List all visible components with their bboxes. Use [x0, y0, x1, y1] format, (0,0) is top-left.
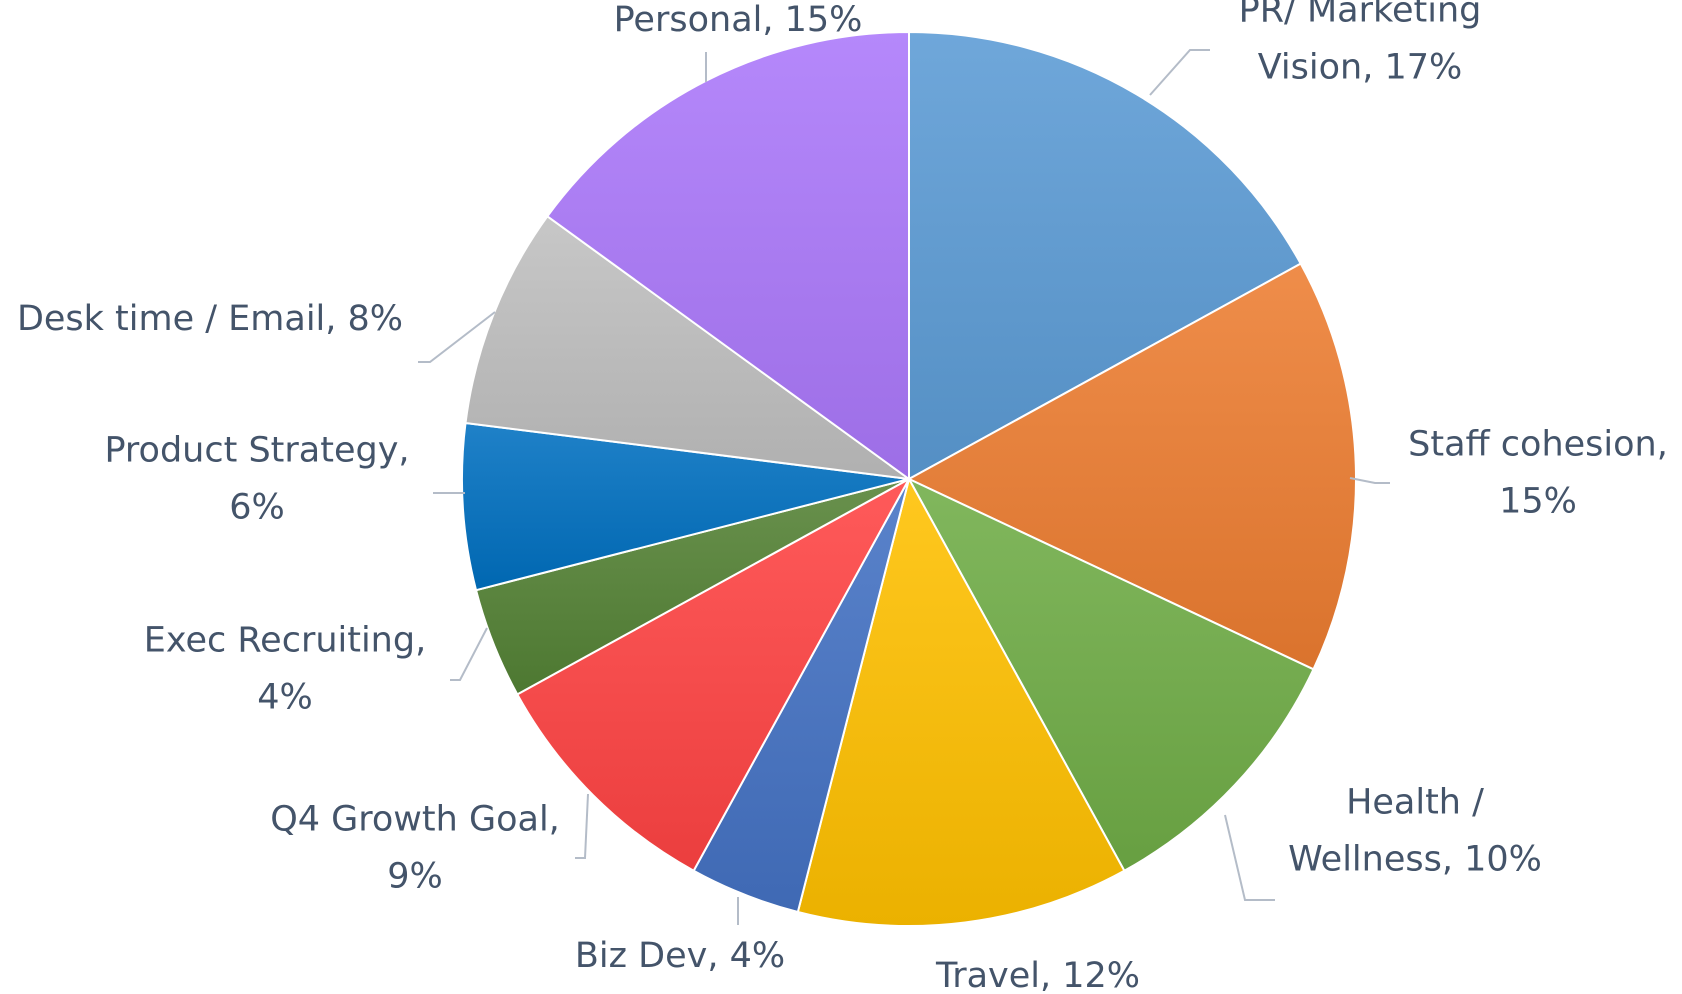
pie-slice: [906, 476, 1315, 873]
pie-slice: [796, 476, 1126, 927]
slice-label-line: Desk time / Email, 8%: [17, 299, 403, 339]
slice-label: Q4 Growth Goal, 9%: [270, 800, 560, 897]
pie-slice: [515, 476, 912, 873]
pie-slice: [464, 214, 910, 480]
pie-slice: [906, 262, 1357, 671]
slice-label-line: Product Strategy,: [104, 431, 409, 471]
slice-label-line: 6%: [229, 488, 285, 528]
pie-slice: [908, 30, 1303, 481]
slice-label-line: 15%: [1499, 482, 1577, 522]
slice-label-line: Travel, 12%: [935, 956, 1140, 994]
leader-line: [1149, 49, 1210, 96]
pie-slice: [461, 421, 910, 592]
slice-label: Travel, 12%: [935, 956, 1140, 994]
leader-lines: [418, 49, 1390, 925]
slice-label: PR/ Marketing Vision, 17%: [1239, 0, 1482, 88]
slice-label: Exec Recruiting, 4%: [144, 621, 426, 718]
slice-label-line: 9%: [387, 857, 443, 897]
leader-line: [1224, 814, 1275, 901]
leader-line: [418, 311, 496, 363]
pie-slices: [461, 30, 1357, 927]
slice-label-line: 4%: [257, 678, 313, 718]
leader-line: [575, 793, 589, 859]
slice-label: Health / Wellness, 10%: [1288, 783, 1542, 880]
slice-label-line: Staff cohesion,: [1408, 425, 1668, 465]
slice-label-line: Wellness, 10%: [1288, 840, 1542, 880]
slice-label-line: Q4 Growth Goal,: [270, 800, 560, 840]
slice-label: Product Strategy, 6%: [104, 431, 409, 528]
data-labels: PR/ Marketing Vision, 17% Staff cohesion, 1…: [17, 0, 1668, 994]
leader-line: [450, 627, 488, 681]
slice-label-line: Exec Recruiting,: [144, 621, 426, 661]
slice-label-line: PR/ Marketing: [1239, 0, 1482, 31]
slice-label: Desk time / Email, 8%: [17, 299, 403, 339]
slice-label: Biz Dev, 4%: [575, 936, 785, 976]
slice-label-line: Biz Dev, 4%: [575, 936, 785, 976]
slice-label: Staff cohesion, 15%: [1408, 425, 1668, 522]
slice-label-line: Personal, 15%: [614, 0, 863, 40]
slice-label-line: Vision, 17%: [1258, 48, 1463, 88]
slice-label-line: Health /: [1346, 783, 1484, 823]
slice-label: Personal, 15%: [614, 0, 863, 40]
leader-line: [1349, 477, 1390, 484]
